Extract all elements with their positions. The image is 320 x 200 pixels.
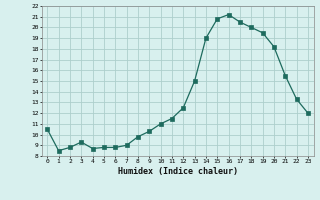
X-axis label: Humidex (Indice chaleur): Humidex (Indice chaleur) — [118, 167, 237, 176]
